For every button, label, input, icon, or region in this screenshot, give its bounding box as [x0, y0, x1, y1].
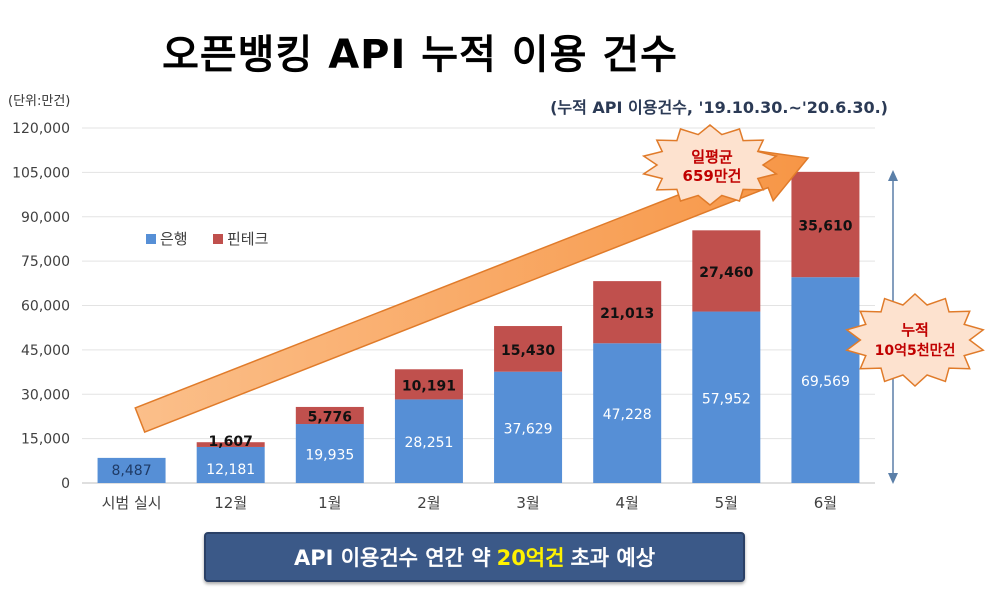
x-tick-label: 4월 — [616, 494, 639, 512]
data-label-fintech: 5,776 — [308, 409, 352, 425]
x-tick-label: 6월 — [814, 494, 837, 512]
page-title: 오픈뱅킹 API 누적 이용 건수 — [162, 32, 678, 78]
bar-bank — [196, 446, 265, 483]
bar-fintech — [394, 369, 463, 400]
bar-fintech — [295, 406, 364, 425]
data-label-bank: 19,935 — [305, 448, 354, 464]
bar-bank — [692, 311, 761, 483]
bar-bank — [394, 399, 463, 483]
x-tick-label: 12월 — [214, 494, 247, 512]
bar-bank — [593, 343, 662, 483]
bar-fintech — [791, 171, 860, 278]
y-tick-label: 75,000 — [21, 254, 70, 270]
data-label-bank: 57,952 — [702, 391, 751, 407]
y-tick-label: 15,000 — [21, 432, 70, 448]
banner-highlight: 20억건 — [496, 546, 565, 570]
x-tick-label: 시범 실시 — [102, 494, 162, 512]
y-tick-label: 60,000 — [21, 299, 70, 315]
x-tick-label: 1월 — [318, 494, 341, 512]
data-label-fintech: 1,607 — [209, 434, 253, 450]
x-tick-label: 2월 — [417, 494, 440, 512]
growth-arrow — [134, 149, 810, 434]
cumulative-line1: 누적 — [901, 321, 929, 339]
y-tick-label: 0 — [61, 476, 70, 492]
bar-fintech — [196, 442, 265, 447]
y-tick-label: 105,000 — [12, 165, 70, 181]
data-label-bank: 8,487 — [112, 463, 152, 479]
data-label-bank: 12,181 — [206, 462, 255, 478]
unit-label: (단위:만건) — [8, 94, 71, 109]
bar-bank — [494, 371, 563, 483]
range-arrow-bottom-head — [888, 473, 898, 484]
y-tick-label: 120,000 — [12, 121, 70, 137]
y-tick-label: 45,000 — [21, 343, 70, 359]
data-label-fintech: 10,191 — [402, 378, 456, 394]
daily-average-line2: 659만건 — [683, 167, 742, 185]
data-label-bank: 37,629 — [504, 421, 553, 437]
cumulative-line2: 10억5천만건 — [875, 342, 956, 359]
bar-fintech — [692, 230, 761, 312]
bar-fintech — [494, 326, 563, 372]
bar-bank — [97, 457, 166, 483]
data-label-fintech: 35,610 — [798, 219, 852, 235]
range-arrow-top-head — [888, 170, 898, 181]
data-label-bank: 28,251 — [404, 435, 453, 451]
legend-label-fintech: 핀테크 — [227, 230, 268, 248]
data-label-bank: 69,569 — [801, 374, 850, 390]
data-label-bank: 47,228 — [603, 407, 652, 423]
legend-swatch-fintech — [213, 234, 223, 244]
cumulative-burst — [845, 292, 985, 388]
legend-swatch-bank — [146, 234, 156, 244]
legend-label-bank: 은행 — [160, 230, 188, 248]
bar-bank — [295, 424, 364, 483]
banner-prefix: API 이용건수 연간 약 — [293, 546, 491, 570]
y-tick-label: 30,000 — [21, 387, 70, 403]
y-tick-label: 90,000 — [21, 210, 70, 226]
data-label-fintech: 27,460 — [699, 265, 753, 281]
period-note: (누적 API 이용건수, '19.10.30.~'20.6.30.) — [550, 98, 888, 117]
forecast-banner: API 이용건수 연간 약 20억건 초과 예상 — [204, 532, 745, 582]
bar-bank — [791, 277, 860, 483]
data-label-fintech: 15,430 — [501, 343, 555, 359]
banner-suffix: 초과 예상 — [570, 546, 656, 570]
x-tick-label: 5월 — [715, 494, 738, 512]
data-label-fintech: 21,013 — [600, 306, 654, 322]
daily-average-burst — [641, 124, 779, 206]
bar-fintech — [593, 281, 662, 344]
x-tick-label: 3월 — [516, 494, 539, 512]
daily-average-line1: 일평균 — [691, 148, 733, 166]
